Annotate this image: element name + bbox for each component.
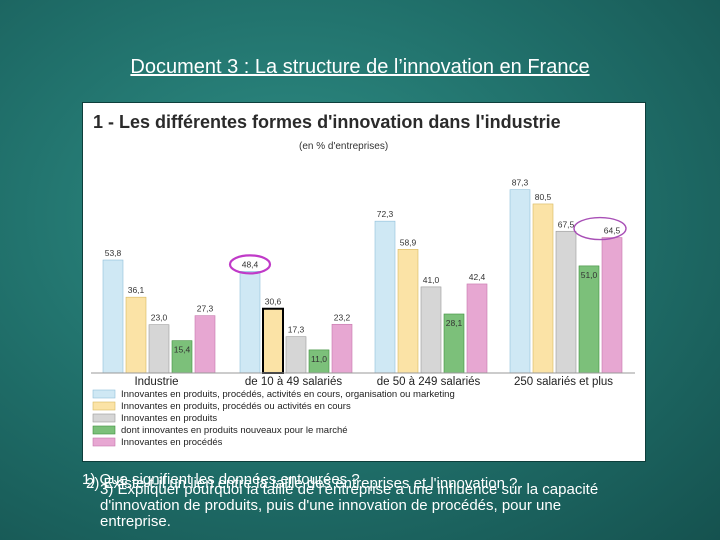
legend-label: Innovantes en procédés: [121, 437, 223, 448]
question-3: 3) Expliquer pourquoi la taille de l'ent…: [100, 481, 599, 530]
legend-label: Innovantes en produits, procédés, activi…: [121, 389, 455, 400]
value-label: 30,6: [265, 297, 282, 307]
value-label: 51,0: [581, 270, 598, 280]
value-label: 53,8: [105, 248, 122, 258]
legend-swatch: [92, 389, 116, 399]
chart-subtitle: (en % d'entreprises): [299, 141, 388, 152]
legend-label: Innovantes en produits, procédés ou acti…: [121, 401, 351, 412]
bar-2-series-2: [262, 307, 284, 375]
value-label: 48,4: [242, 259, 259, 269]
category-label: Industrie: [134, 376, 178, 388]
bar-3-series-5: [466, 283, 488, 374]
bar-1-series-5: [194, 315, 216, 374]
legend-swatch: [92, 425, 116, 435]
value-label: 67,5: [558, 219, 575, 229]
category-label: de 50 à 249 salariés: [377, 376, 481, 388]
value-label: 36,1: [128, 285, 145, 295]
value-label: 64,5: [604, 226, 621, 236]
questions-block: 1) Que signifient les données entourées …: [82, 472, 622, 540]
bar-1-series-3: [148, 324, 170, 374]
value-label: 80,5: [535, 192, 552, 202]
bar-1-series-2: [125, 296, 147, 374]
question-1: 1) Que signifient les données entourées …: [82, 472, 360, 488]
bars-layer: 53,8 36,1 23,0 15,4 27,3 48,4 30,6 17,3 11,0 23,2…: [102, 178, 627, 375]
innovation-bar-chart: 1 - Les différentes formes d'innovation …: [83, 103, 645, 461]
bar-4-series-3: [555, 230, 577, 374]
bar-2-series-3: [285, 336, 307, 374]
value-label: 15,4: [174, 345, 191, 355]
value-label: 41,0: [423, 275, 440, 285]
highlight-circle-64-5: [573, 216, 627, 241]
bar-4-series-4: [578, 265, 600, 374]
value-label: 58,9: [400, 237, 417, 247]
category-label: 250 salariés et plus: [514, 376, 613, 388]
legend: Innovantes en produits, procédés, activi…: [92, 389, 455, 448]
bar-3-series-1: [374, 220, 396, 374]
legend-label: Innovantes en produits: [121, 413, 217, 424]
bar-3-series-3: [420, 286, 442, 374]
category-labels: Industrie de 10 à 49 salariés de 50 à 249 …: [134, 376, 613, 388]
chart-panel: 1 - Les différentes formes d'innovation …: [82, 102, 646, 462]
bar-1-series-1: [102, 259, 124, 374]
bar-2-series-5: [331, 323, 353, 374]
value-label: 17,3: [288, 325, 305, 335]
value-label: 72,3: [377, 209, 394, 219]
value-label: 87,3: [512, 178, 529, 188]
legend-swatch: [92, 413, 116, 423]
chart-title: 1 - Les différentes formes d'innovation …: [93, 112, 561, 132]
category-label: de 10 à 49 salariés: [245, 376, 342, 388]
legend-swatch: [92, 437, 116, 447]
bar-2-series-1: [239, 271, 261, 374]
value-label: 23,0: [151, 313, 168, 323]
page-title: Document 3 : La structure de l’innovatio…: [130, 56, 590, 78]
highlight-circle-48-4: [228, 254, 272, 275]
value-label: 42,4: [469, 272, 486, 282]
bar-4-series-2: [532, 203, 554, 374]
bar-4-series-1: [509, 189, 531, 374]
legend-swatch: [92, 401, 116, 411]
value-label: 23,2: [334, 312, 351, 322]
legend-label: dont innovantes en produits nouveaux pou…: [121, 425, 348, 436]
bar-4-series-5: [601, 237, 623, 374]
bar-3-series-2: [397, 249, 419, 374]
question-2: 2) Existe-t-il un lien entre la taille d…: [86, 475, 518, 492]
value-label: 28,1: [446, 318, 463, 328]
value-label: 27,3: [197, 304, 214, 314]
value-label: 11,0: [311, 354, 327, 364]
